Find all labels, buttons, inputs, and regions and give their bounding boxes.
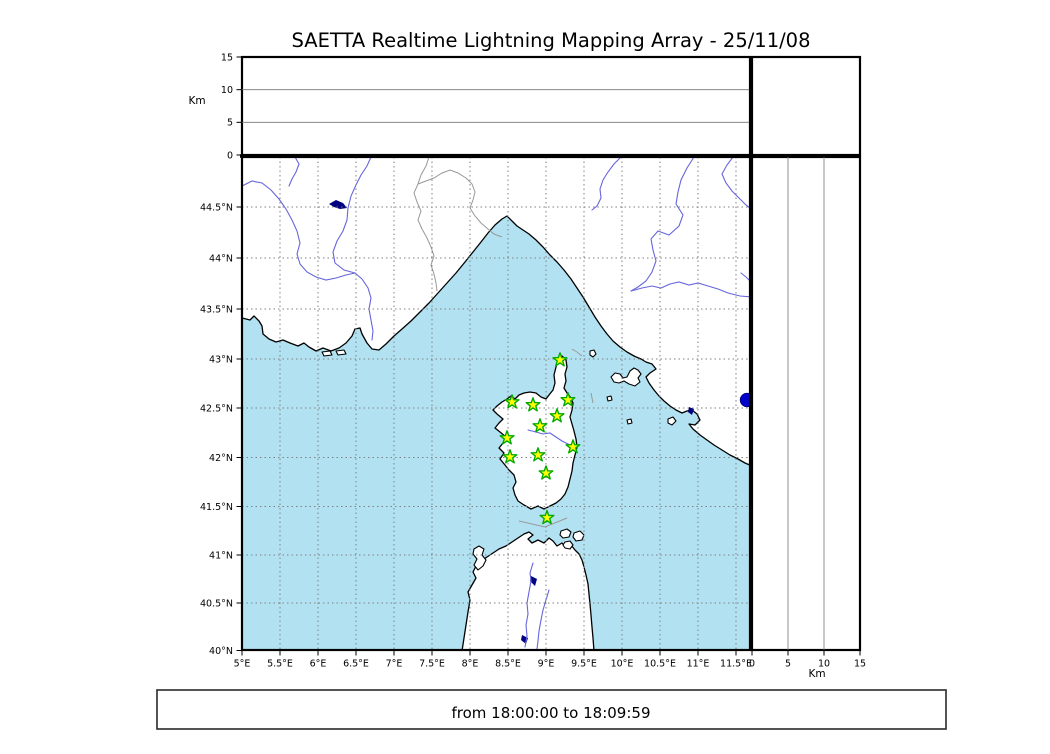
right-panel-frame [750, 155, 862, 652]
lon-tick-label: 8°E [462, 659, 479, 670]
sardinia-island [461, 531, 595, 650]
lon-tick-label: 6°E [310, 659, 327, 670]
maddalena-island [559, 528, 572, 539]
lon-tick-label: 5.5°E [267, 659, 293, 670]
montecristo-island [626, 418, 633, 425]
station-star-marker [532, 418, 548, 433]
sardinia-lake [530, 576, 537, 586]
top-altitude-panel [240, 55, 752, 157]
axis-ticks [236, 56, 861, 656]
orbetello-lagoon [688, 407, 694, 415]
lat-tick-label: 40.5°N [200, 598, 233, 609]
rivers [242, 157, 750, 650]
station-star-marker [530, 447, 546, 462]
maddalena-island [572, 530, 585, 542]
lon-tick-label: 11.5°E [720, 659, 752, 670]
right-panel-km-axis-label: Km [808, 668, 825, 680]
lat-tick-label: 41.5°N [200, 502, 233, 513]
lat-tick-label: 43.5°N [200, 304, 233, 315]
top-km-tick-label: 10 [221, 85, 233, 96]
lon-tick-label: 10°E [611, 659, 634, 670]
top-km-tick-label: 5 [227, 118, 233, 129]
axis-tick-labels: 5°E 5.5°E 6°E 6.5°E 7°E 7.5°E 8°E 8.5°E 9°E 9.5°E… [200, 52, 866, 669]
station-star-marker [552, 352, 568, 367]
lat-tick-label: 43°N [209, 354, 233, 365]
station-star-marker [502, 449, 518, 464]
capraia-island [589, 349, 597, 358]
lon-tick-label: 5°E [234, 659, 251, 670]
mainland-coastline [242, 157, 750, 466]
right-km-tick-label: 15 [854, 659, 866, 670]
station-markers [499, 352, 581, 525]
maddalena-island [562, 540, 574, 550]
lon-tick-label: 7°E [386, 659, 403, 670]
lat-tick-label: 44.5°N [200, 202, 233, 213]
giglio-island [667, 416, 677, 426]
station-star-marker [499, 430, 515, 445]
lat-tick-label: 42.5°N [200, 403, 233, 414]
lon-tick-label: 8.5°E [495, 659, 521, 670]
figure-title: SAETTA Realtime Lightning Mapping Array … [292, 29, 811, 52]
station-star-marker [538, 465, 554, 480]
station-star-marker [560, 392, 576, 407]
lon-tick-label: 7.5°E [419, 659, 445, 670]
lat-tick-label: 42°N [209, 453, 233, 464]
station-star-marker [525, 397, 541, 412]
right-km-tick-label: 5 [785, 659, 791, 670]
pianosa-island [606, 395, 613, 402]
lon-tick-label: 9°E [538, 659, 555, 670]
station-star-marker [549, 408, 565, 423]
time-range-frame [156, 689, 947, 730]
hyeres-island [335, 349, 347, 356]
top-km-tick-label: 0 [227, 150, 233, 161]
elba-island [610, 367, 642, 387]
right-altitude-panel [750, 155, 862, 652]
time-range-text: from 18:00:00 to 18:09:59 [451, 704, 650, 722]
lon-tick-label: 11°E [687, 659, 710, 670]
asinara-island [472, 545, 487, 571]
top-panel-frame [240, 55, 752, 157]
lat-tick-label: 41°N [209, 550, 233, 561]
hyeres-island [321, 350, 333, 357]
lightning-event-dot [739, 392, 750, 408]
lat-tick-label: 40°N [209, 646, 233, 657]
time-range-box: from 18:00:00 to 18:09:59 [156, 689, 947, 730]
station-star-marker [565, 439, 581, 454]
event-markers [739, 392, 750, 408]
corsica-island [492, 355, 578, 510]
lon-tick-label: 6.5°E [343, 659, 369, 670]
station-star-marker [504, 394, 520, 409]
lon-tick-label: 10.5°E [644, 659, 676, 670]
right-km-tick-label: 10 [818, 659, 830, 670]
lon-tick-label: 9.5°E [571, 659, 597, 670]
map-panel [242, 157, 750, 650]
small-islands [321, 349, 677, 571]
corner-panel [750, 55, 862, 157]
top-km-tick-label: 15 [221, 52, 233, 63]
top-panel-km-axis-label: Km [188, 95, 205, 107]
station-star-marker [539, 509, 555, 525]
right-km-tick-label: 0 [749, 659, 755, 670]
graticule [242, 157, 750, 650]
lat-tick-label: 44°N [209, 253, 233, 264]
